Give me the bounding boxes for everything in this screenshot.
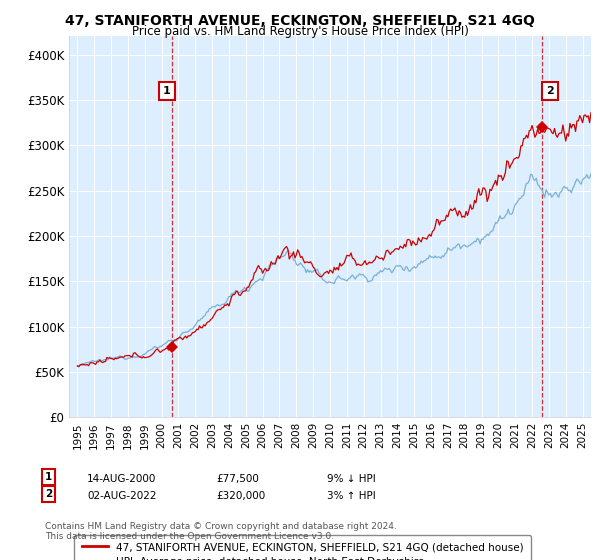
Text: 47, STANIFORTH AVENUE, ECKINGTON, SHEFFIELD, S21 4GQ: 47, STANIFORTH AVENUE, ECKINGTON, SHEFFI…: [65, 14, 535, 28]
Text: £77,500: £77,500: [216, 474, 259, 484]
Text: 14-AUG-2000: 14-AUG-2000: [87, 474, 157, 484]
Text: £320,000: £320,000: [216, 491, 265, 501]
Text: 2: 2: [45, 489, 52, 500]
Legend: 47, STANIFORTH AVENUE, ECKINGTON, SHEFFIELD, S21 4GQ (detached house), HPI: Aver: 47, STANIFORTH AVENUE, ECKINGTON, SHEFFI…: [74, 535, 531, 560]
Text: Price paid vs. HM Land Registry's House Price Index (HPI): Price paid vs. HM Land Registry's House …: [131, 25, 469, 38]
Text: 1: 1: [45, 472, 52, 482]
Text: 1: 1: [163, 86, 171, 96]
Text: 9% ↓ HPI: 9% ↓ HPI: [327, 474, 376, 484]
Text: 2: 2: [547, 86, 554, 96]
Text: Contains HM Land Registry data © Crown copyright and database right 2024.
This d: Contains HM Land Registry data © Crown c…: [45, 522, 397, 542]
Text: 3% ↑ HPI: 3% ↑ HPI: [327, 491, 376, 501]
Text: 02-AUG-2022: 02-AUG-2022: [87, 491, 157, 501]
